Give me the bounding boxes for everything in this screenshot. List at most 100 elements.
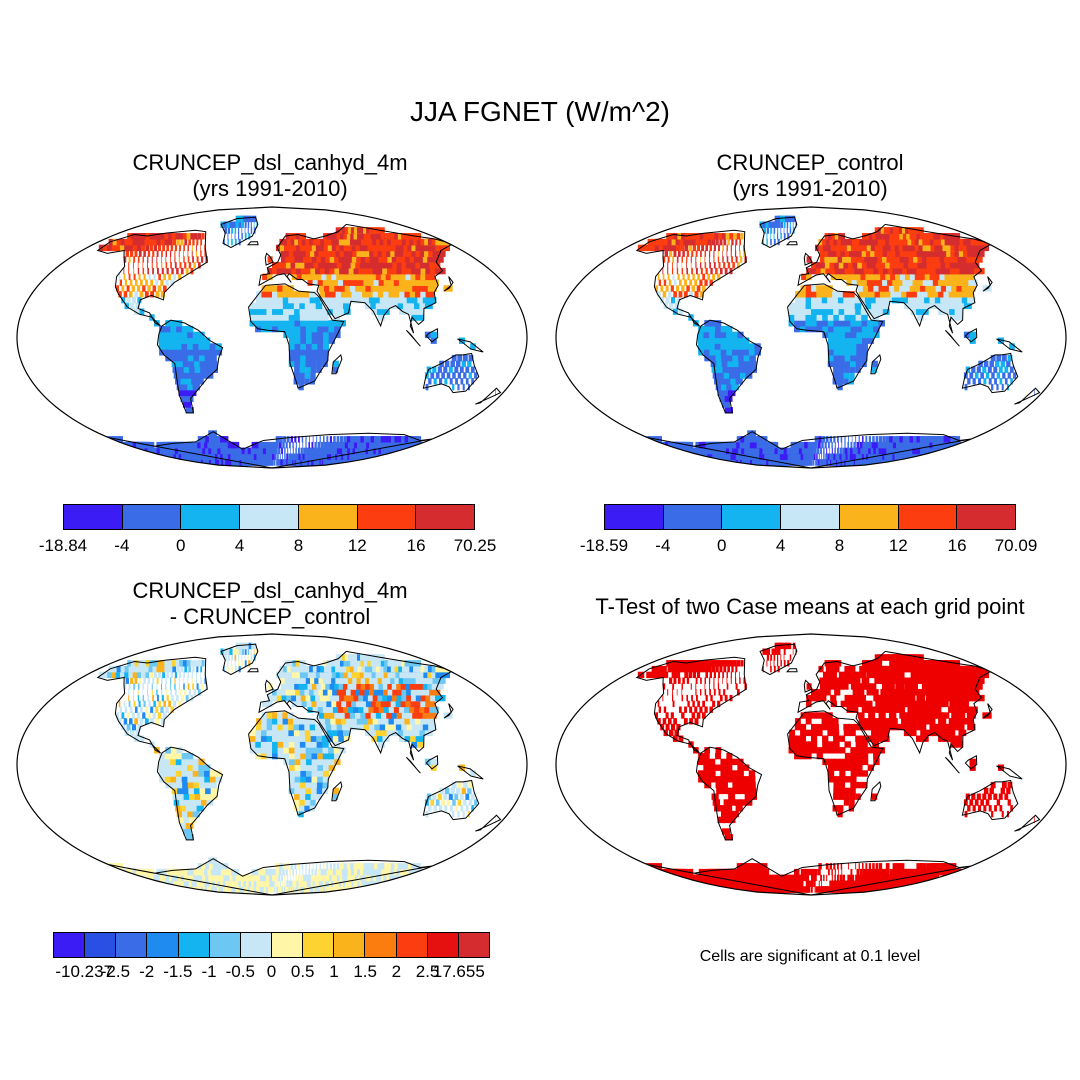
colorbar-tick-label: 16: [947, 536, 967, 555]
colorbar-tick-label: 70.25: [453, 536, 497, 555]
colorbar-control-labels: -18.59 -4 0 4 8 12 16 70.09: [0, 536, 1080, 558]
map-cells: [98, 215, 496, 466]
coastline-africa: [787, 710, 884, 816]
map-control: [555, 206, 1067, 469]
coastline-namerica: [635, 229, 747, 327]
figure-title: JJA FGNET (W/m^2): [410, 96, 670, 127]
coastline-nz: [1014, 814, 1041, 832]
colorbar-swatch: [722, 505, 782, 529]
coastline-sumatra: [945, 329, 960, 347]
colorbar-swatch: [122, 505, 182, 529]
coastline-samerica: [695, 319, 763, 414]
colorbar-swatch: [54, 933, 86, 957]
colorbar-tick-label: -1.5: [163, 962, 193, 981]
colorbar-swatch: [781, 505, 840, 529]
colorbar-tick-label: 16: [406, 536, 426, 555]
map-case: [16, 206, 528, 469]
coastline-iceland: [785, 241, 798, 246]
coastline-namerica: [96, 656, 208, 754]
colorbar-diff: [53, 932, 490, 958]
map-border: [555, 633, 1067, 896]
colorbar-swatch: [396, 933, 428, 957]
coastline-sumatra: [406, 756, 421, 774]
coastline-africa: [787, 283, 884, 389]
colorbar-control: [604, 504, 1016, 530]
colorbar-swatch: [957, 505, 1016, 529]
colorbar-swatch: [357, 505, 417, 529]
colorbar-swatch: [240, 505, 299, 529]
coastline-newguinea: [996, 765, 1023, 780]
colorbar-swatch: [427, 933, 459, 957]
colorbar-tick-label: 0: [716, 536, 727, 555]
colorbar-tick-label: 0.5: [290, 962, 315, 981]
colorbar-tick-label: 0: [175, 536, 186, 555]
colorbar-swatch: [209, 933, 241, 957]
panel-diff-title: CRUNCEP_dsl_canhyd_4m - CRUNCEP_control: [60, 578, 480, 630]
colorbar-tick-label: -18.59: [579, 536, 629, 555]
colorbar-tick-label: -2: [139, 962, 155, 981]
coastline-uk: [803, 679, 813, 693]
colorbar-case: [63, 504, 475, 530]
coastline-samerica: [695, 746, 763, 841]
coastline-namerica: [635, 656, 747, 754]
coastline-borneo: [964, 754, 978, 770]
coastline-greenland: [759, 216, 798, 249]
coastline-nz: [475, 387, 502, 405]
map-border: [16, 206, 528, 469]
coastline-eurasia: [797, 223, 992, 334]
colorbar-swatch: [334, 933, 366, 957]
panel-case-title-line2: (yrs 1991-2010): [192, 176, 348, 201]
colorbar-tick-label: 12: [347, 536, 367, 555]
coastline-sumatra: [945, 756, 960, 774]
coastline-nz: [1014, 387, 1041, 405]
coastline-uk: [264, 252, 274, 266]
colorbar-swatch: [178, 933, 210, 957]
map-ttest: [555, 633, 1067, 896]
coastline-antarctica: [647, 858, 972, 895]
colorbar-tick-label: 70.09: [994, 536, 1038, 555]
coastline-borneo: [964, 327, 978, 343]
coastline-eurasia: [797, 650, 992, 761]
colorbar-tick-label: 1.5: [353, 962, 377, 981]
colorbar-tick-label: -0.5: [225, 962, 255, 981]
coastline-africa: [248, 710, 345, 816]
map-cells: [637, 642, 1035, 893]
panel-control-title-line2: (yrs 1991-2010): [732, 176, 888, 201]
coastline-newguinea: [457, 338, 484, 353]
coastline-namerica: [96, 229, 208, 327]
panel-diff-title-line2: - CRUNCEP_control: [169, 604, 371, 629]
coastline-madagascar: [331, 353, 343, 375]
coastline-iceland: [246, 668, 259, 673]
panel-control-title: CRUNCEP_control (yrs 1991-2010): [600, 150, 1020, 202]
coastline-samerica: [156, 746, 224, 841]
coastline-antarctica: [108, 858, 433, 895]
coastline-greenland: [759, 643, 798, 676]
map-diff: [16, 633, 528, 896]
colorbar-tick-label: 12: [888, 536, 908, 555]
colorbar-tick-label: -2.5: [100, 962, 131, 981]
colorbar-tick-label: -4: [655, 536, 671, 555]
coastline-iceland: [785, 668, 798, 673]
colorbar-swatch: [298, 505, 358, 529]
colorbar-tick-label: -18.84: [38, 536, 88, 555]
map-border: [16, 633, 528, 896]
colorbar-tick-label: -4: [114, 536, 130, 555]
coastline-australia: [422, 352, 480, 394]
colorbar-swatch: [839, 505, 899, 529]
colorbar-tick-label: 1: [329, 962, 339, 981]
colorbar-tick-label: -10.237: [55, 962, 114, 981]
coastline-sumatra: [406, 329, 421, 347]
coastline-australia: [422, 779, 480, 821]
coastline-africa: [248, 283, 345, 389]
coastline-greenland: [220, 216, 259, 249]
colorbar-swatch: [64, 505, 123, 529]
coastline-uk: [264, 679, 274, 693]
coastline-uk: [803, 252, 813, 266]
coastline-australia: [961, 779, 1019, 821]
colorbar-tick-label: 2.5: [415, 962, 440, 981]
colorbar-swatch: [663, 505, 723, 529]
coastline-greenland: [220, 643, 259, 676]
colorbar-tick-label: 8: [834, 536, 845, 555]
colorbar-swatch: [116, 933, 148, 957]
panel-ttest-title: T-Test of two Case means at each grid po…: [595, 594, 1025, 619]
